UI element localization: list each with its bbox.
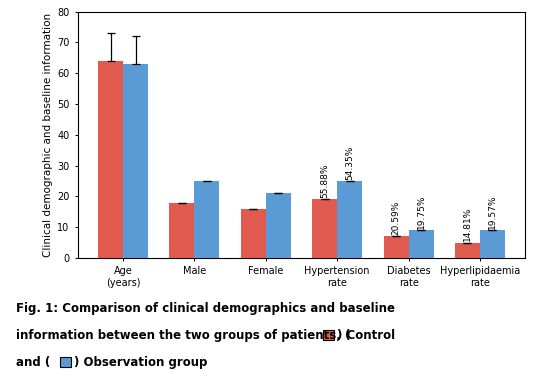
Text: 20.59%: 20.59% [392, 201, 400, 235]
Text: and (: and ( [16, 356, 50, 369]
Bar [169, 203, 195, 258]
Y-axis label: Clinical demographic and baseline information: Clinical demographic and baseline inform… [43, 13, 53, 257]
Bar [123, 64, 148, 258]
Bar [98, 61, 123, 258]
Text: 54.35%: 54.35% [345, 146, 354, 180]
Text: 19.75%: 19.75% [416, 194, 426, 229]
Text: 55.88%: 55.88% [320, 164, 329, 198]
Text: Fig. 1: Comparison of clinical demographics and baseline: Fig. 1: Comparison of clinical demograph… [16, 302, 395, 315]
Text: ) Control: ) Control [337, 329, 394, 342]
Bar [312, 199, 337, 258]
Bar [195, 181, 219, 258]
Bar [266, 193, 291, 258]
Bar [384, 236, 408, 258]
Text: 19.57%: 19.57% [488, 194, 497, 229]
Bar [455, 243, 480, 258]
Text: ) Observation group: ) Observation group [74, 356, 207, 369]
Bar [480, 230, 505, 258]
Bar [408, 230, 434, 258]
Text: information between the two groups of patients, (: information between the two groups of pa… [16, 329, 351, 342]
Text: 14.81%: 14.81% [463, 207, 472, 241]
Bar [241, 209, 266, 258]
Bar [337, 181, 362, 258]
